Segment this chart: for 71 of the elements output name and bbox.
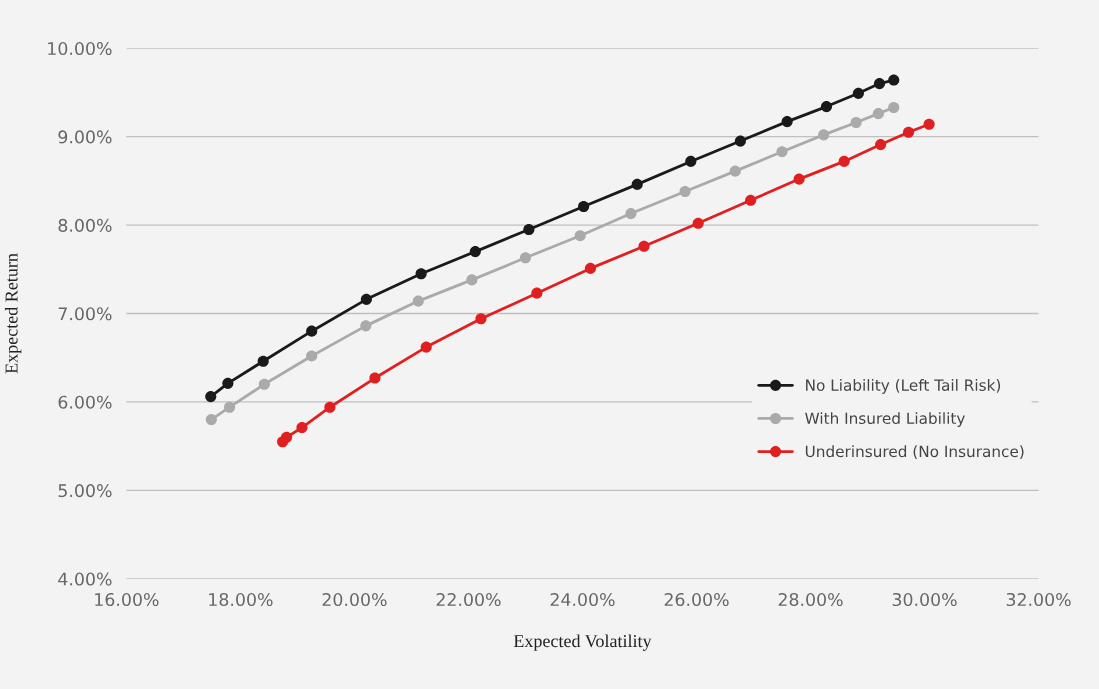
point	[519, 252, 532, 264]
point	[729, 165, 741, 177]
point	[306, 350, 318, 362]
y-tick-label: 8.00%	[58, 218, 112, 232]
point	[903, 126, 915, 138]
point	[776, 146, 788, 158]
point	[415, 268, 427, 280]
point	[692, 217, 704, 229]
point	[224, 401, 236, 413]
x-axis-title: Expected Volatility	[513, 634, 652, 651]
x-tick-label: 26.00%	[664, 592, 729, 607]
legend-label: With Insured Liability	[805, 412, 965, 427]
point	[466, 274, 478, 286]
point	[222, 377, 234, 389]
point	[685, 155, 697, 167]
point	[888, 74, 900, 86]
x-tick-label: 22.00%	[436, 592, 501, 607]
point	[205, 391, 217, 403]
x-tick-label: 20.00%	[322, 592, 387, 607]
point	[257, 355, 269, 367]
y-tick-label: 5.00%	[58, 484, 112, 498]
point	[820, 101, 833, 113]
y-tick-label: 7.00%	[58, 307, 112, 321]
y-tick-label: 4.00%	[58, 572, 112, 586]
point	[818, 129, 830, 141]
point	[420, 341, 432, 353]
point	[872, 108, 884, 120]
point	[369, 372, 381, 384]
point	[734, 135, 746, 147]
point	[873, 78, 886, 90]
point	[281, 431, 293, 443]
point	[306, 325, 318, 337]
x-tick-label: 16.00%	[95, 592, 159, 607]
point	[625, 208, 637, 220]
point	[852, 87, 864, 99]
point	[923, 118, 935, 130]
point	[205, 414, 217, 426]
point	[888, 101, 900, 114]
legend-label: Underinsured (No Insurance)	[805, 445, 1024, 459]
y-axis-title: Expected Return	[4, 253, 22, 374]
x-tick-label: 18.00%	[209, 592, 273, 607]
x-tick-label: 28.00%	[778, 592, 843, 607]
point	[638, 240, 650, 252]
point	[850, 116, 862, 129]
y-tick-label: 6.00%	[58, 395, 112, 409]
point	[875, 139, 887, 151]
legend-label: No Liability (Left Tail Risk)	[806, 379, 1001, 394]
point	[258, 378, 270, 390]
x-tick-label: 24.00%	[550, 592, 615, 607]
point	[584, 262, 597, 274]
point	[469, 246, 481, 258]
y-tick-label: 9.00%	[58, 130, 112, 144]
y-tick-label: 10.00%	[48, 41, 112, 56]
point	[531, 287, 543, 299]
point	[360, 320, 372, 332]
x-tick-label: 30.00%	[892, 592, 957, 607]
point	[838, 155, 850, 167]
x-tick-label: 32.00%	[1006, 592, 1071, 607]
point	[793, 173, 805, 185]
point	[360, 293, 372, 305]
point	[412, 295, 424, 307]
point	[578, 200, 590, 213]
point	[324, 401, 336, 413]
point	[574, 230, 586, 242]
point	[745, 194, 757, 206]
point	[679, 185, 691, 198]
point	[296, 422, 308, 434]
point	[631, 178, 643, 190]
point	[781, 116, 793, 128]
point	[475, 313, 487, 325]
point	[523, 223, 535, 236]
